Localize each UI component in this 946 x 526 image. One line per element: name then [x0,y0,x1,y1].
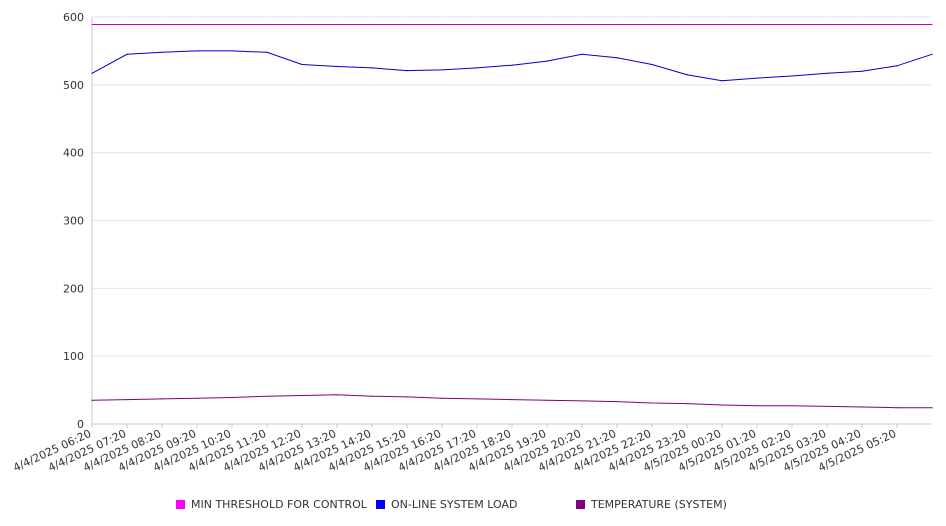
data-point [546,399,548,401]
data-point [826,72,828,74]
legend-item-system-load[interactable]: ON-LINE SYSTEM LOAD [376,498,517,511]
y-tick-label: 0 [77,418,84,431]
y-tick-label: 300 [63,215,84,228]
data-point [301,394,303,397]
data-point [161,23,163,26]
series-line-1 [91,50,933,82]
data-point [721,404,723,406]
data-point [91,72,93,74]
data-point [476,398,478,400]
data-point [861,406,863,408]
data-point [441,397,443,399]
data-point [931,407,933,409]
data-point [196,397,198,399]
data-point [721,23,723,26]
y-tick-label: 400 [63,147,84,160]
data-point [161,51,163,53]
data-point [791,75,793,77]
data-point [196,50,198,52]
data-point [651,402,653,404]
data-point [931,53,933,55]
y-tick-label: 500 [63,79,84,92]
data-point [686,23,688,26]
y-tick-label: 100 [63,350,84,363]
data-point [861,70,863,72]
data-point [546,60,548,62]
data-point [406,396,408,398]
gridlines [92,16,932,425]
data-point [476,23,478,26]
data-point [651,63,653,66]
data-point [791,405,793,407]
data-point [651,23,653,26]
data-point [896,407,898,409]
data-point [511,64,513,66]
data-point [266,395,268,397]
data-point [266,51,268,53]
data-point [406,23,408,26]
data-point [861,23,863,26]
data-point [126,53,128,55]
data-point [756,77,758,79]
data-point [721,80,723,82]
y-tick-label: 200 [63,282,84,295]
data-point [791,23,793,26]
data-point [161,398,163,400]
legend-item-temperature[interactable]: TEMPERATURE (SYSTEM) [576,498,727,511]
data-point [476,67,478,69]
data-point [826,405,828,407]
data-point [931,23,933,26]
data-point [511,23,513,26]
data-point [896,23,898,26]
x-axis: 4/4/2025 06:204/4/2025 07:204/4/2025 08:… [11,423,932,474]
data-point [266,23,268,26]
data-point [511,398,513,401]
series-lines [91,23,933,409]
data-point [91,399,93,401]
data-point [371,395,373,397]
legend-label-temperature: TEMPERATURE (SYSTEM) [591,498,727,511]
data-point [126,398,128,401]
legend-swatch-system-load [376,500,385,509]
data-point [301,23,303,26]
data-point [826,23,828,26]
data-point [616,57,618,59]
legend: MIN THRESHOLD FOR CONTROL ON-LINE SYSTEM… [0,498,946,514]
data-point [406,69,408,72]
data-point [126,23,128,26]
data-point [441,69,443,71]
data-point [581,23,583,26]
data-point [546,23,548,26]
legend-label-system-load: ON-LINE SYSTEM LOAD [391,498,518,511]
data-point [686,74,688,76]
y-tick-label: 600 [63,11,84,24]
data-point [581,53,583,55]
data-point [896,65,898,67]
data-point [756,405,758,407]
legend-swatch-min-threshold [176,500,185,509]
data-point [371,67,373,69]
data-point [336,23,338,26]
data-point [616,401,618,403]
data-point [231,396,233,399]
data-point [371,23,373,26]
data-point [686,403,688,405]
data-point [441,23,443,26]
legend-swatch-temperature [576,500,585,509]
data-point [581,400,583,402]
series-line-2 [91,394,932,409]
legend-item-min-threshold[interactable]: MIN THRESHOLD FOR CONTROL [176,498,367,511]
data-point [336,65,338,68]
legend-label-min-threshold: MIN THRESHOLD FOR CONTROL [191,498,367,511]
data-point [616,23,618,26]
y-axis: 0 100 200 300 400 500 600 [63,11,93,431]
data-point [301,63,303,66]
data-point [91,23,93,26]
data-point [231,50,233,52]
data-point [756,23,758,26]
data-point [231,23,233,26]
data-point [336,394,338,396]
data-point [196,23,198,26]
